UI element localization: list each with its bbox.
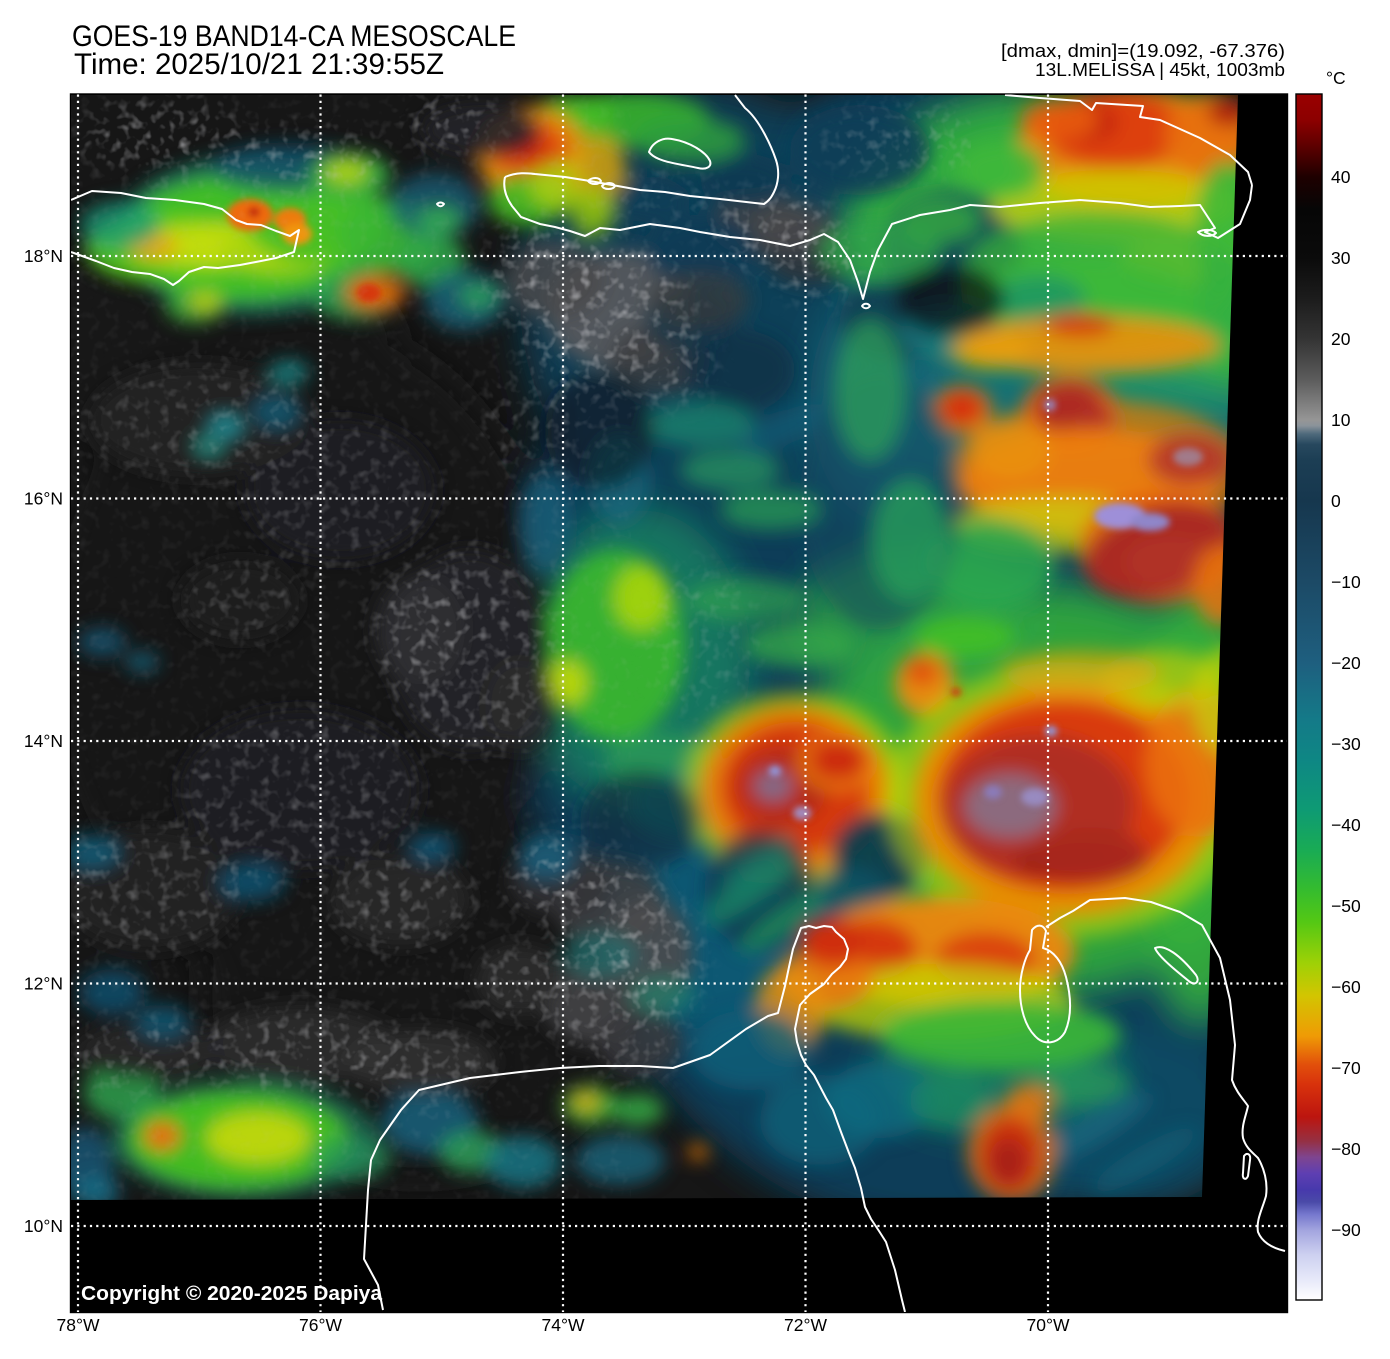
svg-text:−80: −80 <box>1331 1139 1361 1159</box>
svg-text:−70: −70 <box>1331 1058 1361 1078</box>
svg-text:74°W: 74°W <box>542 1315 585 1335</box>
svg-text:Time: 2025/10/21 21:39:55Z: Time: 2025/10/21 21:39:55Z <box>74 48 444 81</box>
svg-text:10: 10 <box>1331 410 1351 430</box>
svg-text:76°W: 76°W <box>299 1315 342 1335</box>
svg-text:14°N: 14°N <box>24 731 63 751</box>
svg-text:18°N: 18°N <box>24 246 63 266</box>
svg-text:20: 20 <box>1331 329 1351 349</box>
svg-text:10°N: 10°N <box>24 1216 63 1236</box>
svg-text:16°N: 16°N <box>24 489 63 509</box>
svg-text:GOES-19 BAND14-CA MESOSCALE: GOES-19 BAND14-CA MESOSCALE <box>72 20 516 53</box>
svg-text:78°W: 78°W <box>57 1315 100 1335</box>
svg-text:[dmax, dmin]=(19.092, -67.376): [dmax, dmin]=(19.092, -67.376) <box>1001 41 1285 61</box>
svg-text:−60: −60 <box>1331 977 1361 997</box>
svg-text:72°W: 72°W <box>784 1315 827 1335</box>
svg-text:−30: −30 <box>1331 734 1361 754</box>
svg-text:12°N: 12°N <box>24 974 63 994</box>
svg-text:0: 0 <box>1331 491 1341 511</box>
svg-text:−50: −50 <box>1331 896 1361 916</box>
svg-text:70°W: 70°W <box>1027 1315 1070 1335</box>
svg-text:13L.MELISSA | 45kt, 1003mb: 13L.MELISSA | 45kt, 1003mb <box>1035 60 1285 80</box>
svg-text:Copyright © 2020-2025 Dapiya: Copyright © 2020-2025 Dapiya <box>81 1283 383 1305</box>
svg-text:−90: −90 <box>1331 1220 1361 1240</box>
svg-text:−10: −10 <box>1331 572 1361 592</box>
svg-text:°C: °C <box>1326 68 1346 88</box>
svg-text:−20: −20 <box>1331 653 1361 673</box>
svg-text:30: 30 <box>1331 248 1351 268</box>
svg-text:−40: −40 <box>1331 815 1361 835</box>
svg-text:40: 40 <box>1331 167 1351 187</box>
